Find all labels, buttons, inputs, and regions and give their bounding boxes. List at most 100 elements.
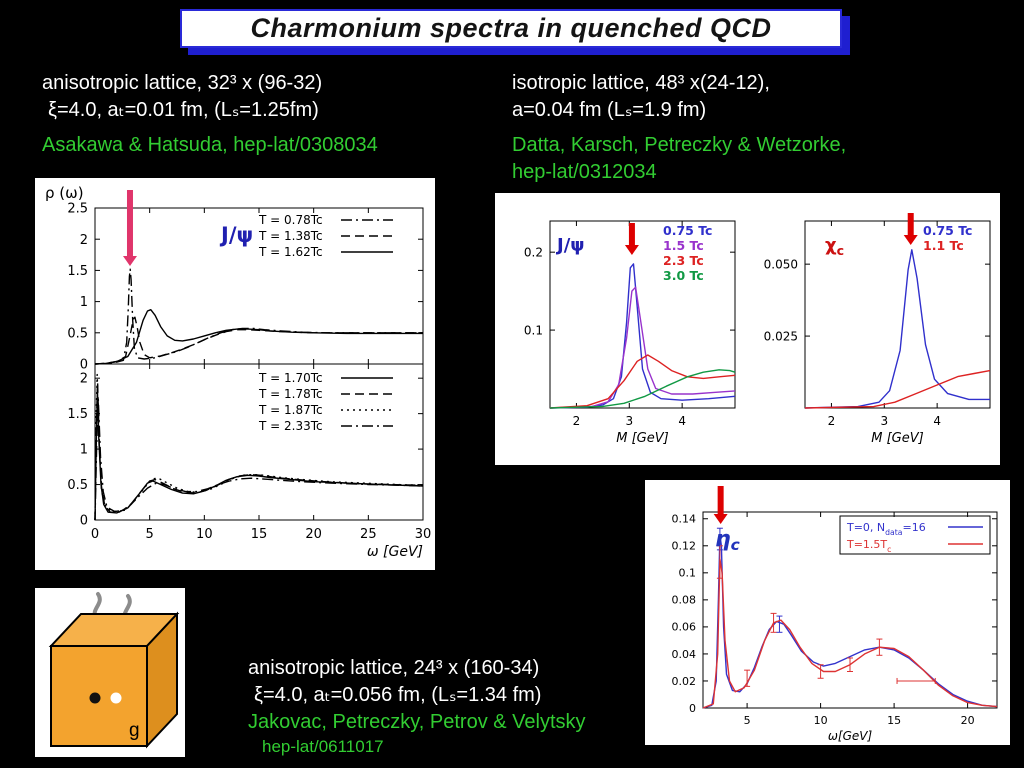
lattice-info-anisotropic-32: anisotropic lattice, 32³ x (96-32) ξ=4.0… [42, 70, 378, 159]
lattice-line-1: isotropic lattice, 48³ x(24-12), [512, 72, 770, 94]
svg-text:M [GeV]: M [GeV] [616, 431, 668, 446]
svg-text:10: 10 [814, 714, 828, 727]
svg-text:1.5 Tc: 1.5 Tc [663, 238, 704, 253]
spectral-function-chart-jakovac: 0 0.02 0.04 0.06 0.08 0.1 0.12 0.14 5 10 15 20 ω[GeV… [672, 486, 998, 743]
series-T=1.5Tc [702, 545, 998, 709]
svg-text:T=0, Ndata=16: T=0, Ndata=16 [846, 521, 926, 537]
svg-text:J/ψ: J/ψ [219, 223, 253, 247]
spectral-function-chart-datta: 0.10.22 3 4M [GeV]0.75 Tc1.5 Tc2.3 Tc3.0 T… [524, 213, 991, 446]
svg-text:0.050: 0.050 [764, 257, 798, 271]
svg-text:ηc: ηc [715, 527, 740, 554]
figure-jakovac-etac: 0 0.02 0.04 0.06 0.08 0.1 0.12 0.14 5 10 15 20 ω[GeV… [645, 480, 1010, 745]
series-1.1 Tc [804, 369, 991, 409]
gluon-box-graphic [48, 592, 180, 749]
svg-text:15: 15 [251, 527, 268, 542]
series-T = 1.87Tc [94, 373, 424, 521]
svg-text:20: 20 [305, 527, 322, 542]
svg-text:2: 2 [573, 414, 581, 428]
svg-text:T = 2.33Tc: T = 2.33Tc [258, 419, 323, 433]
svg-text:0.08: 0.08 [672, 594, 697, 607]
lattice-line-1: anisotropic lattice, 24³ x (160-34) [248, 657, 540, 679]
svg-text:0.5: 0.5 [67, 326, 88, 341]
svg-text:1: 1 [80, 443, 88, 458]
reference-jakovac-line-2: hep-lat/0611017 [262, 737, 384, 756]
svg-text:T = 1.87Tc: T = 1.87Tc [258, 403, 323, 417]
svg-text:5: 5 [146, 527, 154, 542]
svg-text:2.3 Tc: 2.3 Tc [663, 253, 704, 268]
svg-text:0.2: 0.2 [524, 245, 543, 259]
lattice-line-1: anisotropic lattice, 32³ x (96-32) [42, 72, 323, 94]
axes: 0.1 0.2 2 3 4 M [GeV] [524, 220, 736, 446]
svg-text:J/ψ: J/ψ [555, 235, 585, 256]
svg-text:0: 0 [80, 514, 88, 529]
svg-text:0.06: 0.06 [672, 621, 697, 634]
series-T = 2.33Tc [94, 398, 424, 521]
down-arrow [903, 213, 918, 245]
svg-text:T = 0.78Tc: T = 0.78Tc [258, 213, 323, 227]
svg-text:T=1.5Tc: T=1.5Tc [846, 538, 891, 554]
axes: 0.025 0.050 2 3 4 M [GeV] [764, 220, 991, 446]
svg-text:0.1: 0.1 [524, 323, 543, 337]
svg-text:1.5: 1.5 [67, 264, 88, 279]
svg-text:15: 15 [887, 714, 901, 727]
reference-asakawa-hatsuda: Asakawa & Hatsuda, hep-lat/0308034 [42, 134, 378, 156]
svg-text:χc: χc [825, 235, 844, 258]
svg-text:30: 30 [415, 527, 432, 542]
axes: 0 0.02 0.04 0.06 0.08 0.1 0.12 0.14 5 10 15 20 ω[GeV… [672, 511, 998, 743]
svg-text:0.75 Tc: 0.75 Tc [663, 223, 712, 238]
lattice-info-isotropic-48: isotropic lattice, 48³ x(24-12), a=0.04 … [512, 70, 846, 186]
axes: 00.511.520 5 10 15 20 25 30ω [GeV] [67, 363, 432, 560]
figure-datta-jpsi-chic: 0.1 0.2 2 3 4 M [GeV] 0.75 Tc 1.5 Tc 2.3 Tc 3.0 T… [495, 193, 1000, 465]
legend-colored: 0.75 Tc1.5 Tc2.3 Tc3.0 Tc [663, 223, 712, 283]
svg-text:0.12: 0.12 [672, 540, 697, 553]
svg-text:0.1: 0.1 [679, 567, 697, 580]
down-arrow [122, 190, 137, 266]
svg-text:0.025: 0.025 [764, 329, 798, 343]
down-arrow [624, 223, 639, 255]
svg-text:4: 4 [678, 414, 686, 428]
svg-text:M [GeV]: M [GeV] [871, 431, 923, 446]
reference-datta-line-1: Datta, Karsch, Petreczky & Wetzorke, [512, 134, 847, 156]
legend: T = 1.70Tc T = 1.78Tc T = 1.87Tc T = 2.33Tc [258, 371, 393, 433]
svg-text:3.0 Tc: 3.0 Tc [663, 268, 704, 283]
series-2.3 Tc [549, 354, 736, 409]
series-0.75 Tc [804, 249, 990, 409]
svg-text:T = 1.78Tc: T = 1.78Tc [258, 387, 323, 401]
svg-text:ω[GeV]: ω[GeV] [828, 729, 873, 743]
figure-asakawa-jpsi-spectral: 0 0.5 1 1.5 2 2.5 T = 0.78Tc T = 1.38Tc T = 1.62… [35, 178, 435, 570]
svg-text:0.75 Tc: 0.75 Tc [923, 223, 972, 238]
reference-datta-line-2: hep-lat/0312034 [512, 161, 657, 183]
series-1.5 Tc [549, 286, 736, 409]
svg-text:T = 1.70Tc: T = 1.70Tc [258, 371, 323, 385]
svg-text:20: 20 [961, 714, 975, 727]
quark-dot-light [110, 692, 122, 704]
svg-text:0.14: 0.14 [672, 513, 697, 526]
gluon-label: g [129, 720, 140, 741]
legend-colored: 0.75 Tc1.1 Tc [923, 223, 972, 253]
lattice-line-2: ξ=4.0, aₜ=0.01 fm, (Lₛ=1.25fm) [48, 99, 319, 121]
down-arrow [713, 486, 728, 524]
svg-text:1: 1 [80, 295, 88, 310]
title-box: Charmonium spectra in quenched QCD [180, 9, 842, 48]
svg-text:0: 0 [80, 358, 88, 373]
spectral-function-chart-asakawa: 0 0.5 1 1.5 2 2.5 T = 0.78Tc T = 1.38Tc T = 1.62… [45, 184, 432, 560]
svg-text:2.5: 2.5 [67, 202, 88, 217]
series-3.0 Tc [549, 369, 736, 409]
svg-text:5: 5 [744, 714, 751, 727]
quark-dot-dark [89, 692, 101, 704]
series-T = 1.38Tc [94, 316, 423, 365]
svg-text:4: 4 [933, 414, 941, 428]
reference-jakovac-line-1: Jakovac, Petreczky, Petrov & Velytsky [248, 711, 586, 733]
lattice-line-2: a=0.04 fm (Lₛ=1.9 fm) [512, 99, 707, 121]
svg-text:10: 10 [196, 527, 213, 542]
gluon-box-figure: g [35, 588, 185, 757]
svg-text:0.04: 0.04 [672, 648, 697, 661]
slide-title: Charmonium spectra in quenched QCD [250, 13, 772, 43]
svg-text:25: 25 [360, 527, 377, 542]
svg-text:3: 3 [880, 414, 888, 428]
svg-text:1.1 Tc: 1.1 Tc [923, 238, 964, 253]
svg-text:0: 0 [91, 527, 99, 542]
svg-text:2: 2 [80, 372, 88, 387]
svg-text:T = 1.38Tc: T = 1.38Tc [258, 229, 323, 243]
